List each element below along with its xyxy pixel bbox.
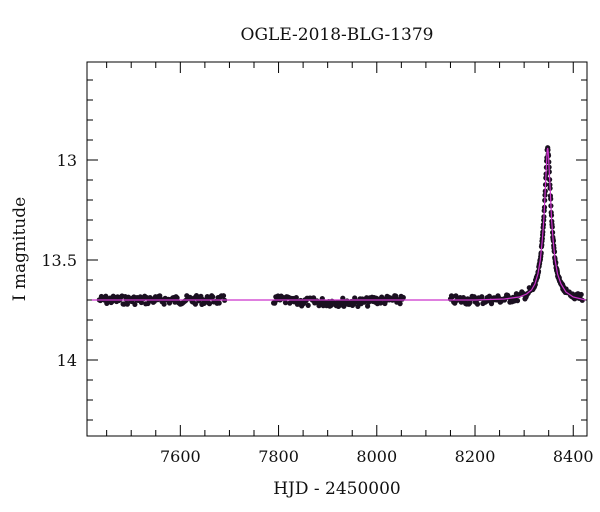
x-tick-labels: 7600 7800 8000 8200 8400 [160,447,594,466]
data-point [220,293,227,299]
x-tick-label: 7800 [258,447,299,466]
x-tick-label: 8000 [356,447,397,466]
x-tick-label: 8400 [553,447,594,466]
y-tick-label: 13 [57,151,77,170]
data-point [124,301,130,307]
x-tick-label: 8200 [455,447,496,466]
axis-ticks [87,62,587,436]
data-point [305,302,311,308]
data-point [192,301,198,307]
data-point [282,300,289,306]
plot-frame [86,61,588,437]
data-point [400,294,406,301]
data-point [471,294,477,300]
data-point [479,294,485,300]
data-point [486,293,492,299]
data-point [578,291,584,298]
data-point [132,301,138,307]
data-point [293,295,299,301]
data-point [206,301,213,307]
model-curve [91,147,586,301]
data-point [365,303,371,309]
data-point [161,301,167,307]
data-point [397,301,403,307]
x-axis-label: HJD - 2450000 [273,479,401,499]
x-tick-label: 7600 [160,447,201,466]
y-axis-label: I magnitude [10,197,30,301]
data-point [216,300,222,306]
data-point [174,295,180,301]
y-tick-labels: 13 13.5 14 [41,151,77,370]
data-point [474,301,481,307]
data-point [514,298,521,304]
y-tick-label: 13.5 [41,251,77,270]
data-point [210,294,216,300]
data-point [378,300,384,306]
y-tick-label: 14 [57,351,77,370]
data-points [96,145,585,309]
chart-title: OGLE-2018-BLG-1379 [241,25,434,45]
model-curve-group [91,147,586,301]
